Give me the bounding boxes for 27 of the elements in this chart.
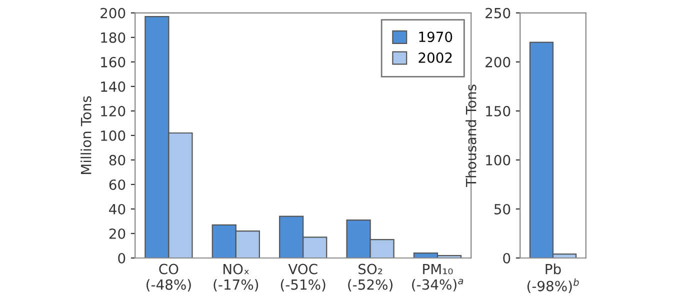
x-tick-label: VOC (-51%) (280, 264, 326, 292)
y-tick-label: 100 (486, 154, 510, 166)
y-axis-title: Million Tons (80, 96, 92, 174)
y-tick-label: 60 (109, 179, 126, 190)
y-axis-title: Thousand Tons (466, 84, 476, 188)
y-tick-label: 40 (109, 204, 126, 214)
y-tick-label: 140 (101, 81, 126, 92)
y-tick-label: 120 (101, 106, 126, 116)
y-tick-label: 200 (486, 56, 510, 68)
x-tick-label: SO₂ (-52%) (348, 264, 392, 292)
y-tick-label: 180 (101, 32, 126, 43)
y-tick-label: 80 (109, 154, 126, 166)
x-tick-label: NOₓ (-17%) (214, 264, 258, 292)
y-tick-label: 0 (503, 252, 510, 264)
x-tick-label: CO (-48%) (146, 264, 191, 292)
y-tick-label: 200 (100, 8, 126, 18)
x-tick-label: PM₁₀ (-34%)$^{a}$ (412, 264, 464, 292)
y-tick-label: 20 (109, 228, 126, 239)
legend-label: 1970 (419, 32, 452, 42)
y-tick-label: 100 (101, 130, 126, 141)
y-tick-label: 0 (118, 252, 126, 264)
x-tick-label: Pb (-98%)$^{b}$ (527, 264, 579, 293)
y-tick-label: 250 (486, 8, 510, 18)
y-tick-label: 50 (494, 204, 510, 214)
legend-label: 2002 (418, 52, 452, 63)
y-tick-label: 160 (101, 56, 126, 68)
y-tick-label: 150 (486, 106, 510, 116)
